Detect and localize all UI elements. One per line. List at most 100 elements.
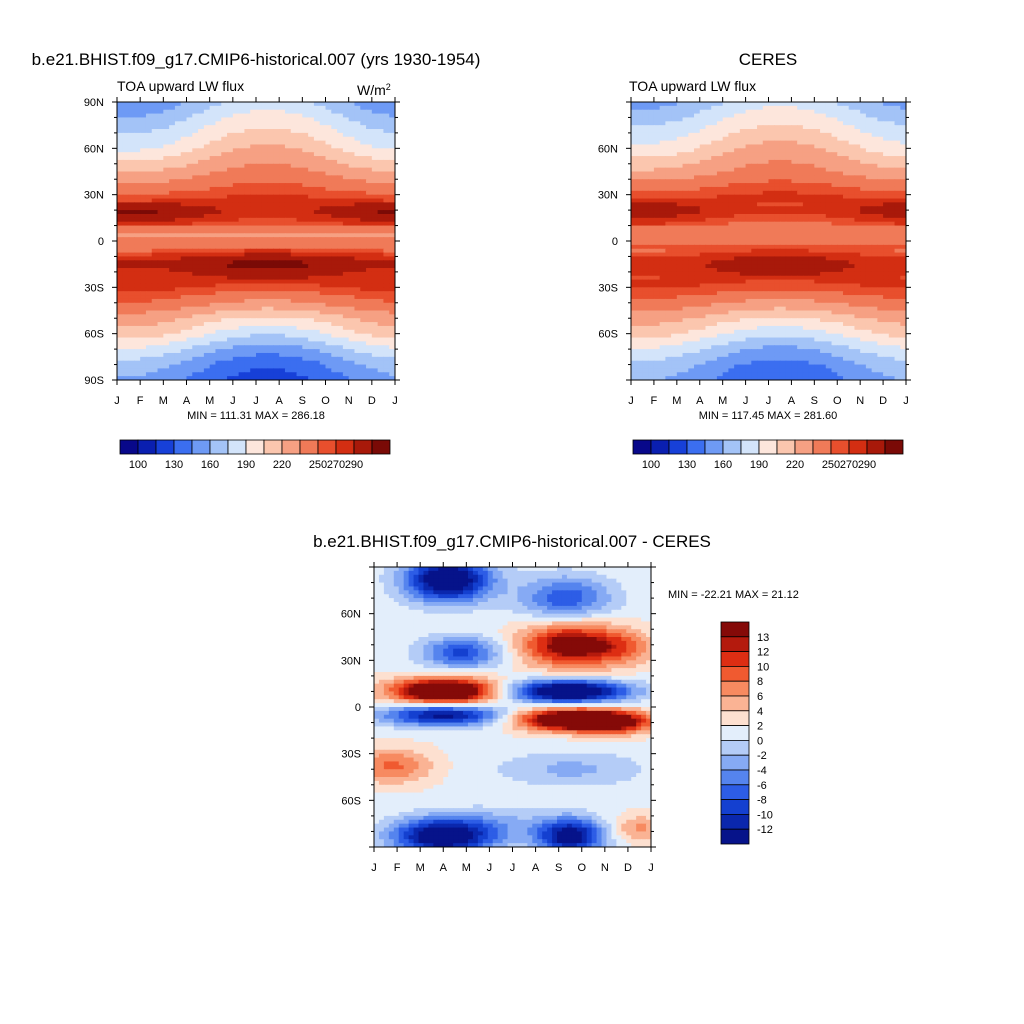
heatmap-cell (785, 105, 793, 111)
heatmap-cell (284, 129, 292, 134)
heatmap-cell (854, 159, 861, 165)
colorbar-label: 190 (237, 459, 255, 471)
heatmap-cell (215, 190, 222, 196)
heatmap-cell (284, 167, 292, 173)
heatmap-cell (203, 105, 211, 111)
heatmap-cell (653, 194, 661, 200)
heatmap-cell (250, 102, 257, 107)
heatmap-cell (192, 167, 199, 173)
heatmap-cell (831, 125, 838, 130)
heatmap-cell (279, 221, 286, 227)
heatmap-cell (785, 167, 793, 173)
heatmap-cell (354, 121, 361, 126)
heatmap-cell (186, 349, 193, 354)
heatmap-cell (636, 206, 644, 211)
heatmap-cell (157, 268, 164, 273)
heatmap-cell (694, 186, 701, 192)
heatmap-cell (284, 198, 292, 203)
heatmap-cell (337, 302, 344, 308)
heatmap-cell (348, 159, 356, 165)
heatmap-cell (751, 125, 758, 130)
heatmap-cell (140, 372, 147, 377)
heatmap-cell (665, 156, 672, 161)
heatmap-cell (389, 163, 395, 169)
heatmap-cell (180, 376, 188, 380)
heatmap-cell (751, 163, 758, 169)
heatmap-cell (261, 129, 269, 134)
heatmap-cell (128, 109, 135, 115)
heatmap-cell (854, 175, 861, 180)
heatmap-cell (325, 352, 332, 358)
panel-model-colorbar: 100 130 160 190 220 250 270 290 (119, 439, 391, 471)
heatmap-cell (244, 241, 251, 246)
heatmap-cell (169, 210, 176, 215)
heatmap-cell (117, 275, 124, 281)
heatmap-cell (842, 206, 850, 211)
heatmap-cell (157, 159, 164, 165)
heatmap-cell (290, 186, 298, 192)
heatmap-cell (631, 148, 638, 153)
heatmap-cell (319, 113, 327, 119)
heatmap-cell (192, 125, 199, 130)
heatmap-cell (221, 283, 228, 288)
heatmap-cell (342, 360, 350, 366)
heatmap-cell (192, 302, 199, 308)
heatmap-cell (296, 302, 303, 308)
heatmap-cell (791, 113, 798, 119)
heatmap-cell (825, 121, 833, 126)
heatmap-cell (854, 171, 861, 176)
heatmap-cell (267, 298, 274, 304)
heatmap-cell (860, 206, 867, 211)
heatmap-cell (261, 325, 269, 331)
heatmap-cell (377, 271, 385, 277)
heatmap-cell (342, 186, 350, 192)
heatmap-cell (284, 256, 292, 261)
heatmap-cell (342, 152, 350, 157)
heatmap-cell (705, 159, 712, 165)
heatmap-cell (117, 329, 124, 335)
heatmap-cell (122, 225, 130, 231)
heatmap-cell (768, 140, 775, 146)
heatmap-cell (791, 132, 798, 138)
heatmap-cell (797, 175, 804, 180)
heatmap-cell (174, 198, 182, 203)
heatmap-cell (716, 163, 724, 169)
heatmap-cell (122, 318, 130, 323)
heatmap-cell (779, 125, 787, 130)
heatmap-cell (145, 202, 153, 207)
heatmap-cell (151, 360, 159, 366)
heatmap-cell (900, 171, 906, 176)
heatmap-cell (383, 109, 390, 115)
heatmap-cell (221, 349, 228, 354)
heatmap-cell (227, 225, 234, 231)
heatmap-cell (221, 140, 228, 146)
heatmap-cell (383, 364, 390, 370)
heatmap-cell (699, 210, 707, 215)
heatmap-cell (145, 156, 153, 161)
heatmap-cell (900, 163, 906, 169)
heatmap-cell (348, 345, 356, 350)
heatmap-cell (342, 183, 350, 188)
heatmap-cell (128, 349, 135, 354)
heatmap-cell (860, 167, 867, 173)
heatmap-cell (122, 102, 130, 107)
heatmap-cell (290, 271, 298, 277)
heatmap-cell (342, 167, 350, 173)
heatmap-cell (284, 268, 292, 273)
heatmap-cell (261, 283, 269, 288)
heatmap-cell (122, 291, 130, 296)
heatmap-cell (279, 159, 286, 165)
heatmap-cell (383, 148, 390, 153)
heatmap-cell (751, 210, 758, 215)
heatmap-cell (215, 264, 222, 269)
heatmap-cell (779, 121, 787, 126)
heatmap-cell (348, 283, 356, 288)
heatmap-cell (694, 163, 701, 169)
heatmap-cell (337, 314, 344, 319)
heatmap-cell (757, 213, 764, 219)
heatmap-cell (296, 167, 303, 173)
heatmap-cell (768, 121, 775, 126)
heatmap-cell (163, 252, 170, 258)
heatmap-cell (215, 156, 222, 161)
heatmap-cell (865, 105, 873, 111)
